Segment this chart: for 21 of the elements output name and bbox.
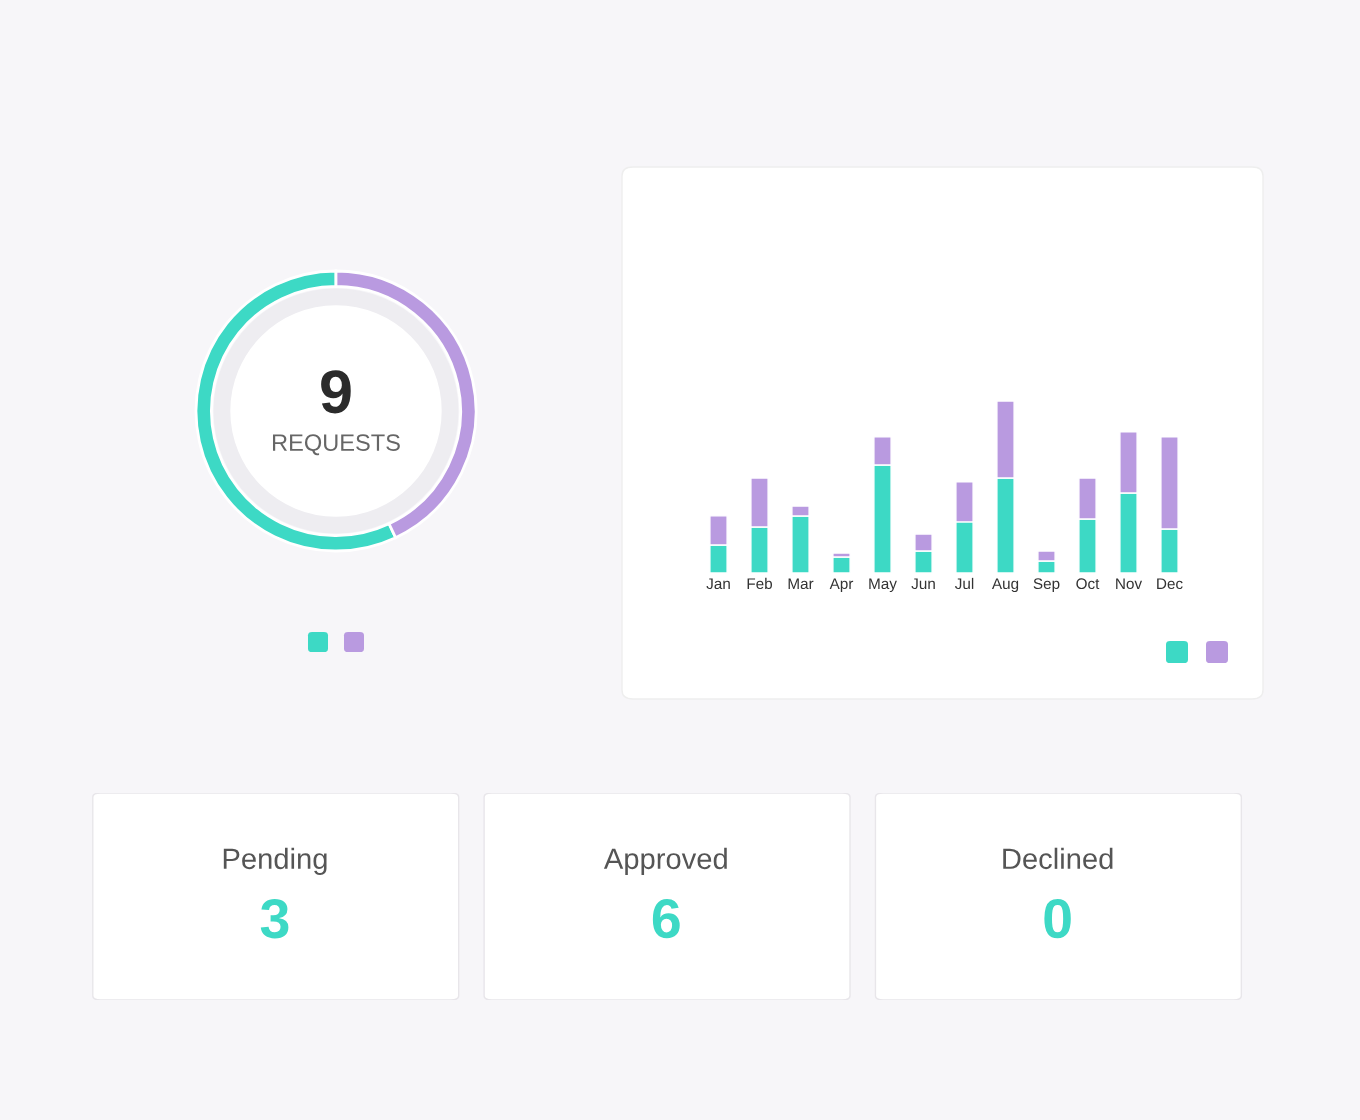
x-tick-label: Jun xyxy=(911,578,935,590)
text: 9 xyxy=(321,370,351,414)
data-label: 6 xyxy=(652,898,680,939)
x-tick-label: Feb xyxy=(747,577,773,590)
x-tick-label: Nov xyxy=(1116,578,1143,590)
x-tick-label: Sep xyxy=(1033,578,1060,593)
data-label: 0 xyxy=(1044,898,1071,939)
x-tick-label: Dec xyxy=(1157,578,1183,590)
category-label: Approved xyxy=(603,847,727,875)
x-tick-label: May xyxy=(869,578,897,593)
category-label: Declined xyxy=(1003,847,1113,870)
x-tick-label: Jul xyxy=(954,577,974,590)
bar xyxy=(832,556,851,573)
x-tick-label: Jan xyxy=(706,578,730,590)
x-tick-label: Aug xyxy=(991,578,1019,593)
x-tick-label: Mar xyxy=(788,578,814,590)
x-tick-label: Oct xyxy=(1076,578,1100,590)
category-label: Pending xyxy=(223,847,327,875)
data-label: 3 xyxy=(260,898,289,939)
x-tick-label: Apr xyxy=(829,578,854,593)
text: REQUESTS xyxy=(272,434,400,456)
